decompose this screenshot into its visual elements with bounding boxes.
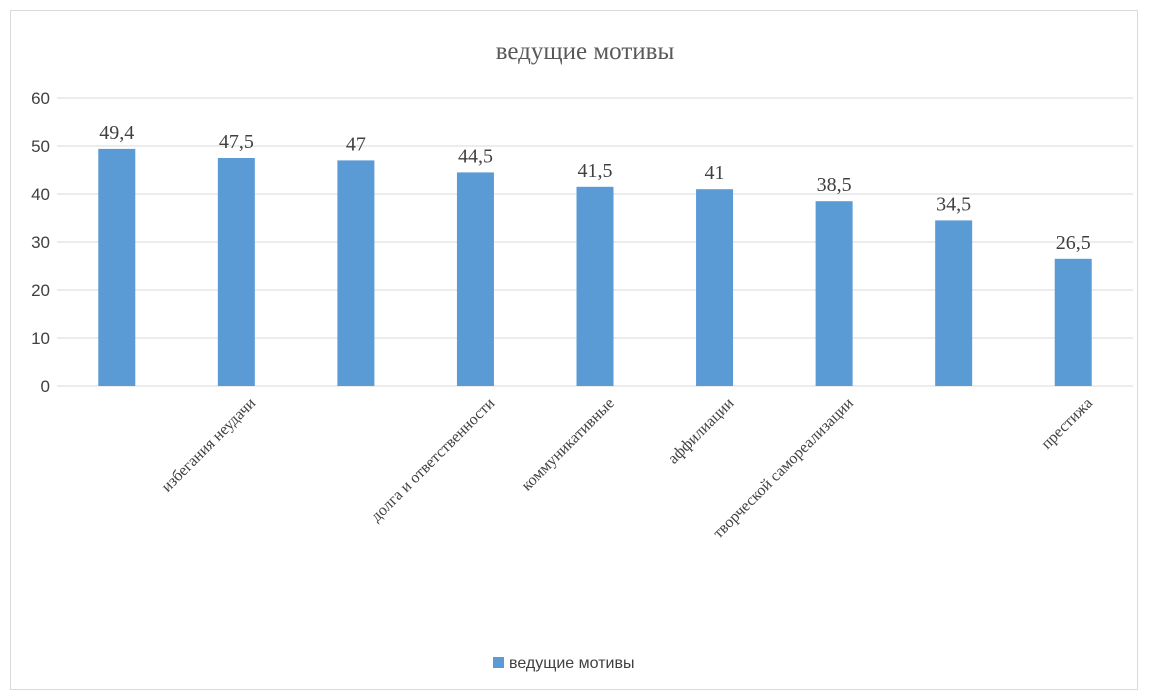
bar bbox=[815, 201, 853, 386]
bar bbox=[935, 220, 973, 386]
data-label: 49,4 bbox=[99, 122, 134, 144]
bars bbox=[98, 148, 1092, 386]
x-tick-label: коммуникативные bbox=[518, 395, 618, 495]
data-label: 34,5 bbox=[936, 193, 971, 215]
legend: ведущие мотивы bbox=[493, 655, 634, 672]
data-label: 47,5 bbox=[219, 131, 254, 153]
x-tick-label: творческой самореализации bbox=[710, 395, 857, 542]
x-tick-label: долга и ответственности bbox=[368, 395, 499, 526]
x-tick-label: аффилиации bbox=[665, 394, 738, 467]
legend-label: ведущие мотивы bbox=[509, 655, 634, 672]
bar bbox=[576, 186, 614, 386]
y-tick-label: 10 bbox=[31, 329, 50, 348]
data-label: 44,5 bbox=[458, 145, 493, 167]
data-label: 38,5 bbox=[817, 174, 852, 196]
bar bbox=[337, 160, 375, 386]
bar bbox=[217, 158, 255, 386]
data-label: 47 bbox=[346, 133, 366, 155]
chart-title: ведущие мотивы bbox=[496, 38, 675, 65]
data-labels: 49,4 47,5 47 44,5 41,5 41 38,5 34,5 26,5 bbox=[99, 122, 1090, 254]
bar bbox=[456, 172, 494, 386]
data-label: 41,5 bbox=[578, 160, 613, 182]
y-tick-label: 30 bbox=[31, 233, 50, 252]
legend-swatch bbox=[493, 657, 504, 668]
bar bbox=[696, 189, 734, 386]
y-tick-label: 60 bbox=[31, 89, 50, 108]
y-tick-label: 40 bbox=[31, 185, 50, 204]
x-tick-label: престижа bbox=[1038, 395, 1096, 453]
bar bbox=[1054, 258, 1092, 386]
y-tick-label: 20 bbox=[31, 281, 50, 300]
bar bbox=[98, 148, 136, 386]
x-axis: избегания неудачи долга и ответственности… bbox=[158, 394, 1096, 541]
data-label: 26,5 bbox=[1056, 232, 1091, 254]
y-axis: 0 10 20 30 40 50 60 bbox=[31, 89, 50, 396]
y-tick-label: 0 bbox=[41, 377, 50, 396]
y-tick-label: 50 bbox=[31, 137, 50, 156]
x-tick-label: избегания неудачи bbox=[158, 394, 259, 495]
data-label: 41 bbox=[705, 162, 725, 184]
